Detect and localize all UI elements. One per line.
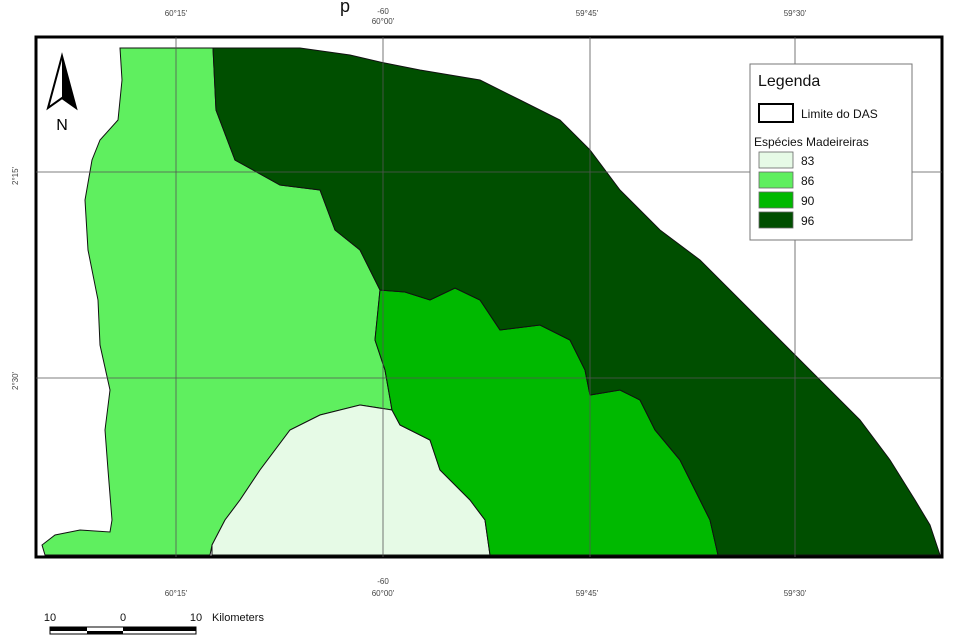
top-center-extra: -60 [377, 7, 389, 16]
map-title-fragment: p [340, 0, 350, 16]
scale-bar: 10 0 10 Kilometers [44, 612, 264, 635]
legend-class-label-83: 83 [801, 154, 815, 168]
legend-swatch-90 [758, 191, 794, 209]
legend-class-label-96: 96 [801, 214, 815, 228]
top-tick-4: 59°30' [784, 9, 807, 18]
legend-boundary-label: Limite do DAS [801, 107, 878, 121]
scale-unit: Kilometers [212, 612, 264, 624]
scale-label-right: 10 [190, 612, 202, 624]
legend-swatch-86 [758, 171, 794, 189]
top-tick-3: 59°45' [576, 9, 599, 18]
bottom-center-extra: -60 [377, 577, 389, 586]
legend-title: Legenda [758, 73, 820, 90]
bottom-tick-1: 60°15' [165, 589, 188, 598]
legend-class-label-90: 90 [801, 194, 815, 208]
legend-boundary-swatch [758, 103, 794, 123]
left-tick-1: 2°15' [11, 166, 20, 185]
legend-swatch-83 [758, 151, 794, 169]
region-96 [212, 47, 941, 556]
left-tick-2: 2°30' [11, 371, 20, 390]
north-arrow: N [46, 52, 78, 134]
top-tick-1: 60°15' [165, 9, 188, 18]
legend-class-label-86: 86 [801, 174, 815, 188]
legend: Legenda Limite do DAS Espécies Madeireir… [749, 63, 913, 241]
bottom-tick-2: 60°00' [372, 589, 395, 598]
legend-class-title: Espécies Madeireiras [754, 135, 869, 149]
bottom-tick-3: 59°45' [576, 589, 599, 598]
scale-label-left: 10 [44, 612, 56, 624]
top-tick-2: 60°00' [372, 17, 395, 26]
legend-swatch-96 [758, 211, 794, 229]
bottom-tick-4: 59°30' [784, 589, 807, 598]
north-arrow-label: N [56, 117, 68, 134]
scale-label-zero: 0 [120, 612, 126, 624]
